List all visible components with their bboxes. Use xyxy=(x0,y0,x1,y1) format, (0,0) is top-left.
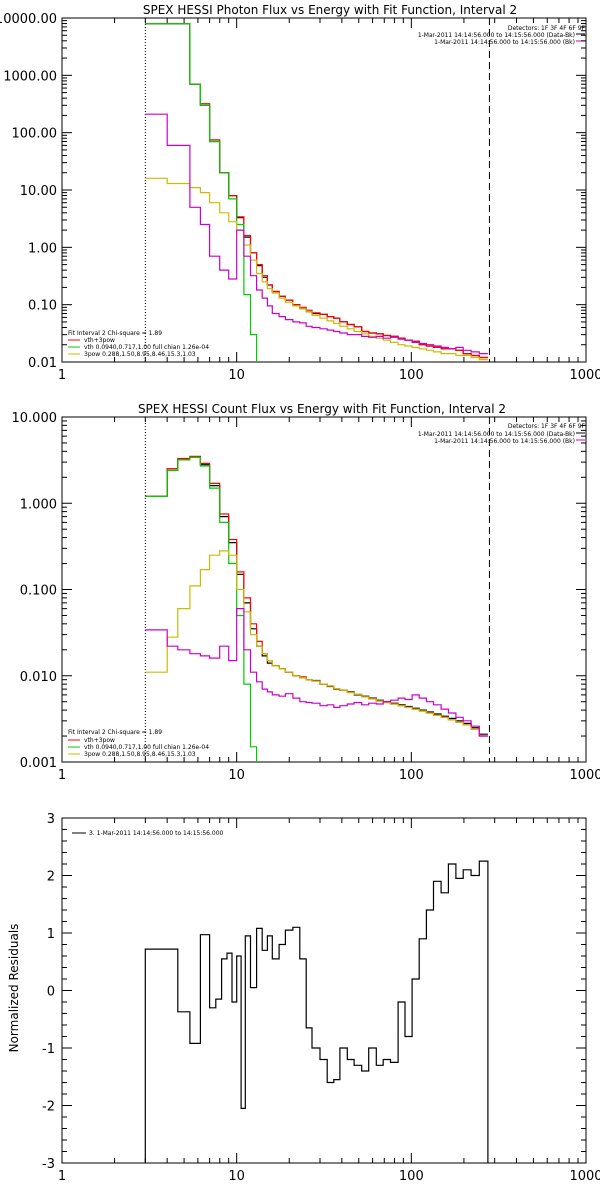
photon-flux-title: SPEX HESSI Photon Flux vs Energy with Fi… xyxy=(143,3,517,17)
x-tick-label: 10 xyxy=(228,768,245,783)
plot-frame-1 xyxy=(61,416,587,763)
photon-flux-panel: SPEX HESSI Photon Flux vs Energy with Fi… xyxy=(0,3,600,383)
y-tick-label: 1.000 xyxy=(20,497,57,512)
y-tick-label: -3 xyxy=(42,1157,55,1172)
series-line-1-4 xyxy=(145,608,488,737)
residuals-ylabel: Normalized Residuals xyxy=(7,924,21,1053)
plot-frame-2 xyxy=(61,817,587,1164)
series-line-1-2 xyxy=(145,456,258,762)
y-tick-label: 0 xyxy=(47,985,55,1000)
y-tick-label: 1 xyxy=(47,927,55,942)
x-tick-label: 100 xyxy=(399,1169,424,1184)
3pow-label-2: 3pow 0.288,1.50,8.95,8.46,15.3,1.03 xyxy=(84,751,196,758)
y-tick-label: 0.010 xyxy=(20,670,57,685)
detectors-legend: Detectors: 1F 3F 4F 6F 9F xyxy=(508,25,586,32)
y-tick-label: 3 xyxy=(47,812,55,827)
y-tick-label: 2 xyxy=(47,870,55,885)
count-flux-panel: SPEX HESSI Count Flux vs Energy with Fit… xyxy=(12,402,600,783)
fit-interval-label: Fit Interval 2 Chi-square = 1.89 xyxy=(68,330,162,337)
x-tick-label: 1 xyxy=(58,1169,66,1184)
x-tick-label: 10 xyxy=(228,368,245,383)
series-line-1-3 xyxy=(145,550,488,737)
3pow-label: 3pow 0.288,1.50,8.95,8.46,15.3,1.03 xyxy=(84,351,196,358)
series-line-0-4 xyxy=(145,113,488,355)
bk-legend-2: 1-Mar-2011 14:14:56.000 to 14:15:56.000 … xyxy=(434,438,575,445)
series-line-0-3 xyxy=(145,177,488,361)
series-line-1-0 xyxy=(145,456,488,735)
y-tick-label: 1000.00 xyxy=(3,69,57,84)
series-line-0-2 xyxy=(145,23,258,362)
detectors-legend-2: Detectors: 1F 3F 4F 6F 9F xyxy=(508,423,586,430)
x-tick-label: 1 xyxy=(58,368,66,383)
plot-frame-0 xyxy=(61,17,587,363)
plot-area-2 xyxy=(144,860,489,1163)
y-tick-label: 0.001 xyxy=(20,756,57,771)
residuals-legend: 3. 1-Mar-2011 14:14:56.000 to 14:15:56.0… xyxy=(89,830,224,837)
series-line-0-0 xyxy=(145,23,488,359)
bk-legend: 1-Mar-2011 14:14:56.000 to 14:15:56.000 … xyxy=(434,39,575,46)
x-tick-label: 10 xyxy=(228,1169,245,1184)
vth-label-2: vth 0.0940,0.717,1.00 full chian 1.26e-0… xyxy=(84,744,209,751)
series-line-0-1 xyxy=(145,23,488,359)
vth-3pow-label-2: vth+3pow xyxy=(84,737,115,744)
y-tick-label: 0.10 xyxy=(28,299,57,314)
x-tick-label: 1000 xyxy=(569,1169,600,1184)
fit-interval-label-2: Fit Interval 2 Chi-square = 1.89 xyxy=(68,729,162,736)
residuals-panel: Normalized Residuals 3. 1-Mar-2011 14:14… xyxy=(7,812,600,1184)
data-bk-legend: 1-Mar-2011 14:14:56.000 to 14:15:56.000 … xyxy=(418,32,575,39)
y-tick-label: 0.100 xyxy=(20,584,57,599)
y-tick-label: 10.000 xyxy=(12,411,58,426)
y-tick-label: 1.00 xyxy=(28,241,57,256)
x-tick-label: 100 xyxy=(399,368,424,383)
y-tick-label: 10.00 xyxy=(20,184,57,199)
y-tick-label: -1 xyxy=(42,1042,55,1057)
x-tick-label: 1 xyxy=(58,768,66,783)
plot-area-0 xyxy=(145,23,488,362)
vth-label: vth 0.0940,0.717,1.00 full chian 1.26e-0… xyxy=(84,344,209,351)
vth-3pow-label: vth+3pow xyxy=(84,337,115,344)
data-bk-legend-2: 1-Mar-2011 14:14:56.000 to 14:15:56.000 … xyxy=(418,431,575,438)
x-tick-label: 100 xyxy=(399,768,424,783)
series-line-2-0 xyxy=(144,860,489,1163)
x-tick-label: 1000 xyxy=(569,368,600,383)
series-line-1-1 xyxy=(145,455,488,737)
y-tick-label: 10000.00 xyxy=(0,12,57,27)
x-tick-label: 1000 xyxy=(569,768,600,783)
y-tick-label: 100.00 xyxy=(12,127,58,142)
y-tick-label: 0.01 xyxy=(28,356,57,371)
count-flux-title: SPEX HESSI Count Flux vs Energy with Fit… xyxy=(138,402,506,416)
y-tick-label: -2 xyxy=(42,1100,55,1115)
plot-area-1 xyxy=(145,455,488,762)
